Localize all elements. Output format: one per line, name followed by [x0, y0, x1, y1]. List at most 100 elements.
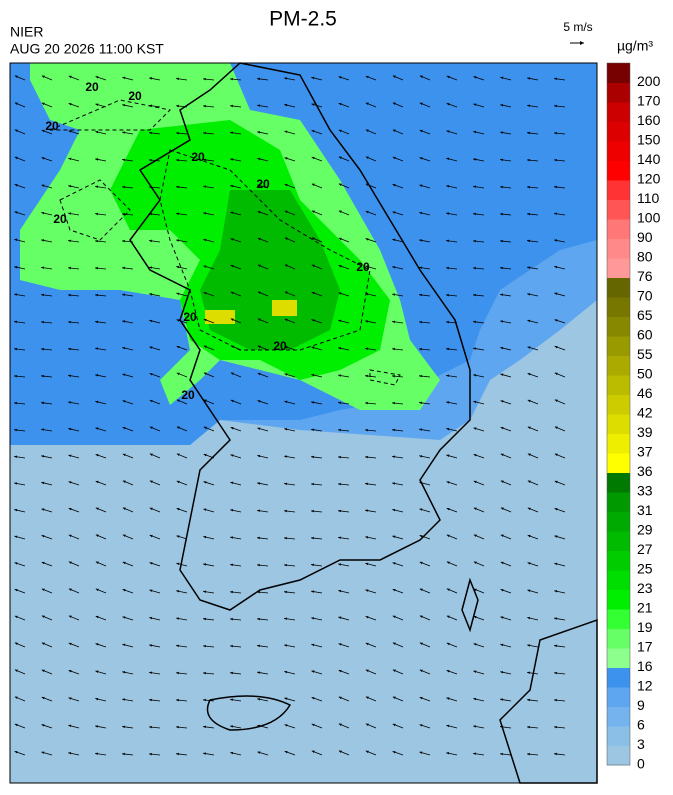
- wind-arrowhead: [14, 723, 18, 727]
- colorbar-segment: [607, 180, 630, 200]
- wind-arrowhead: [122, 534, 126, 538]
- wind-arrowhead: [203, 644, 206, 648]
- wind-arrowhead: [311, 723, 315, 727]
- wind-arrowhead: [500, 671, 504, 674]
- wind-arrowhead: [419, 102, 423, 106]
- colorbar-segment: [607, 375, 630, 395]
- wind-arrowhead: [176, 671, 179, 675]
- wind-arrowhead: [338, 102, 342, 106]
- wind-arrowhead: [500, 616, 504, 619]
- wind-arrowhead: [419, 239, 423, 242]
- colorbar-segment: [607, 160, 630, 181]
- wind-arrowhead: [14, 562, 18, 565]
- wind-arrowhead: [203, 399, 207, 402]
- wind-arrowhead: [311, 130, 315, 133]
- wind-arrowhead: [176, 453, 180, 457]
- wind-arrowhead: [527, 346, 531, 349]
- wind-arrowhead: [446, 266, 449, 270]
- wind-arrowhead: [500, 561, 504, 565]
- wind-arrowhead: [176, 590, 180, 593]
- wind-arrowhead: [338, 509, 341, 513]
- wind-arrowhead: [230, 158, 234, 161]
- colorbar-label: 200: [637, 73, 661, 89]
- wind-arrowhead: [284, 346, 288, 349]
- wind-arrowhead: [176, 508, 180, 511]
- wind-arrowhead: [311, 373, 315, 377]
- wind-arrowhead: [230, 372, 234, 376]
- colorbar-label: 65: [637, 307, 653, 323]
- wind-arrowhead: [203, 535, 207, 539]
- wind-arrowhead: [149, 426, 153, 430]
- wind-arrowhead: [419, 75, 423, 78]
- wind-arrowhead: [338, 669, 342, 673]
- wind-arrowhead: [500, 752, 503, 756]
- wind-arrowhead: [446, 752, 450, 755]
- wind-arrowhead: [338, 563, 342, 566]
- colorbar-segment: [607, 433, 630, 454]
- wind-arrowhead: [527, 453, 531, 456]
- wind-arrowhead: [392, 156, 396, 160]
- wind-arrowhead: [257, 237, 261, 241]
- colorbar-label: 80: [637, 249, 653, 265]
- wind-arrowhead: [149, 77, 153, 80]
- wind-arrowhead: [257, 372, 261, 376]
- wind-arrowhead: [257, 400, 261, 403]
- wind-arrowhead: [554, 508, 558, 511]
- wind-arrowhead: [446, 293, 449, 297]
- wind-arrowhead: [311, 401, 315, 404]
- wind-arrowhead: [68, 374, 71, 378]
- colorbar-label: 110: [637, 190, 660, 206]
- wind-arrowhead: [446, 427, 450, 431]
- colorbar-segment: [607, 63, 630, 83]
- wind-arrowhead: [284, 670, 288, 674]
- wind-arrowhead: [554, 292, 558, 296]
- wind-arrowhead: [41, 401, 44, 405]
- wind-arrowhead: [284, 130, 288, 134]
- wind-arrowhead: [527, 644, 531, 647]
- wind-arrowhead: [122, 480, 126, 483]
- wind-arrowhead: [365, 482, 368, 486]
- wind-arrowhead: [95, 158, 99, 161]
- wind-arrowhead: [14, 75, 18, 78]
- wind-arrowhead: [338, 750, 342, 753]
- wind-arrowhead: [392, 751, 396, 754]
- wind-arrowhead: [419, 374, 422, 378]
- wind-arrowhead: [14, 238, 18, 242]
- wind-arrowhead: [473, 588, 477, 592]
- wind-arrowhead: [419, 320, 422, 324]
- wind-arrowhead: [365, 183, 369, 187]
- wind-arrowhead: [527, 507, 531, 511]
- wind-arrowhead: [446, 507, 450, 511]
- wind-arrowhead: [95, 670, 99, 673]
- wind-arrowhead: [41, 129, 45, 133]
- wind-arrowhead: [284, 103, 288, 107]
- wind-arrowhead: [392, 535, 396, 539]
- wind-arrowhead: [14, 508, 18, 512]
- wind-arrowhead: [41, 508, 45, 511]
- colorbar-segment: [607, 492, 630, 512]
- wind-arrowhead: [365, 265, 369, 268]
- wind-arrowhead: [554, 725, 557, 729]
- wind-arrowhead: [473, 374, 477, 377]
- colorbar-frame: [606, 62, 631, 766]
- wind-arrowhead: [41, 455, 45, 458]
- wind-arrowhead: [419, 266, 422, 270]
- wind-arrowhead: [257, 671, 261, 674]
- wind-arrowhead: [95, 320, 98, 324]
- wind-arrowhead: [230, 698, 233, 702]
- wind-arrowhead: [311, 76, 315, 80]
- colorbar-label: 27: [637, 541, 653, 557]
- wind-arrowhead: [68, 642, 72, 646]
- wind-arrowhead: [95, 185, 99, 189]
- wind-arrowhead: [95, 347, 99, 350]
- wind-arrowhead: [203, 508, 207, 511]
- wind-arrowhead: [338, 76, 342, 79]
- wind-arrowhead: [203, 453, 207, 457]
- wind-arrowhead: [257, 751, 261, 754]
- wind-arrowhead: [311, 509, 314, 513]
- wind-arrowhead: [338, 237, 342, 241]
- wind-arrowhead: [149, 453, 153, 456]
- wind-arrowhead: [311, 264, 315, 268]
- wind-arrowhead: [68, 130, 72, 133]
- wind-arrowhead: [338, 643, 342, 646]
